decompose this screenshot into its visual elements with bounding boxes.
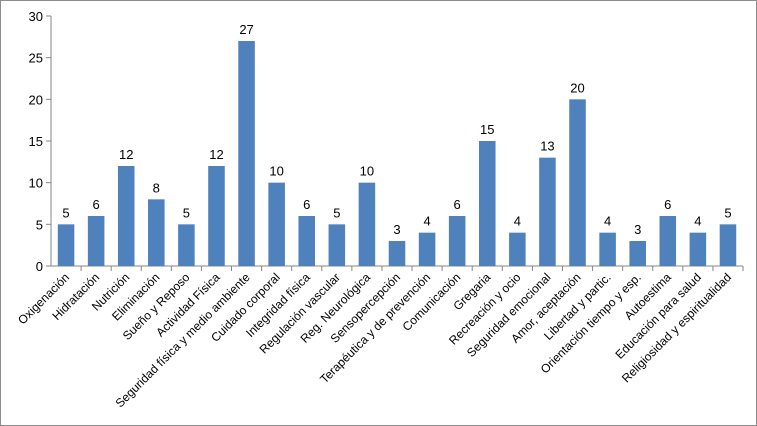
data-label: 6 [454, 197, 461, 212]
data-label: 10 [269, 164, 283, 179]
x-axis-labels: OxigenaciónHidrataciónNutriciónEliminaci… [15, 266, 744, 410]
data-label: 10 [360, 164, 374, 179]
data-label: 4 [604, 214, 611, 229]
data-label: 4 [694, 214, 701, 229]
bar [328, 224, 346, 266]
bar [478, 141, 496, 266]
data-label: 12 [209, 147, 223, 162]
y-tick-label: 0 [36, 259, 43, 274]
bar [629, 241, 646, 266]
data-label: 4 [514, 214, 521, 229]
bar [599, 232, 616, 266]
bar [719, 224, 737, 266]
data-label: 12 [119, 147, 133, 162]
bar [148, 199, 165, 266]
y-axis-ticks: 0 5 10 15 20 25 30 [29, 9, 51, 274]
bar [418, 232, 436, 266]
data-label: 5 [333, 205, 340, 220]
data-labels: 5 6 12 8 5 12 27 10 6 5 10 3 4 6 15 4 13 20 4 3 6 4 5 [62, 22, 731, 237]
data-label: 4 [423, 214, 430, 229]
y-tick-label: 20 [29, 92, 43, 107]
bar [388, 241, 406, 266]
data-label: 13 [540, 139, 554, 154]
bar [178, 224, 195, 266]
data-label: 6 [93, 197, 100, 212]
bar [539, 157, 556, 266]
bar [509, 232, 526, 266]
data-label: 5 [724, 205, 731, 220]
bar [659, 216, 677, 266]
y-tick-label: 25 [29, 51, 43, 66]
y-tick-label: 5 [36, 217, 43, 232]
data-label: 6 [664, 197, 671, 212]
bar [298, 216, 316, 266]
bar [208, 166, 225, 266]
bar [87, 216, 105, 266]
data-label: 6 [303, 197, 310, 212]
data-label: 3 [393, 222, 400, 237]
bars [57, 41, 737, 266]
bar [238, 41, 255, 266]
data-label: 8 [153, 180, 160, 195]
data-label: 15 [480, 122, 494, 137]
bar [358, 182, 376, 266]
y-tick-label: 10 [29, 176, 43, 191]
data-label: 20 [570, 80, 584, 95]
data-label: 3 [634, 222, 641, 237]
data-label: 5 [183, 205, 190, 220]
bar [57, 224, 75, 266]
bar [569, 99, 586, 266]
y-tick-label: 30 [29, 9, 43, 24]
bar [689, 232, 707, 266]
data-label: 27 [239, 22, 253, 37]
data-label: 5 [62, 205, 69, 220]
bar [117, 166, 135, 266]
bar [268, 182, 285, 266]
y-tick-label: 15 [29, 134, 43, 149]
bar [448, 216, 466, 266]
